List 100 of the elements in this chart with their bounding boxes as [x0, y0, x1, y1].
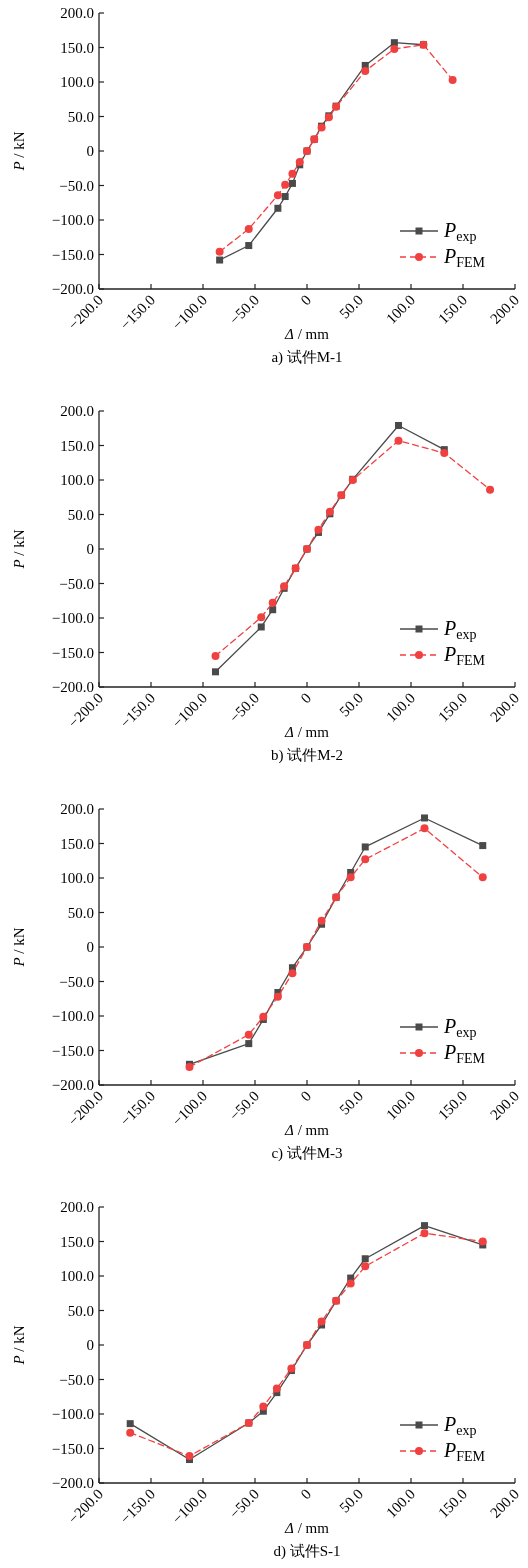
y-tick-label: −150.0: [51, 1440, 94, 1457]
point: [420, 824, 429, 833]
y-tick-label: 200.0: [60, 5, 94, 21]
x-axis-title: Δ / mm: [284, 326, 330, 342]
y-tick-label: 200.0: [60, 403, 94, 419]
point: [421, 814, 429, 822]
y-tick-label: 50.0: [67, 506, 94, 523]
point: [272, 1384, 281, 1393]
point: [245, 1040, 253, 1048]
y-axis-title: P / kN: [11, 1325, 27, 1366]
y-axis-title: P / kN: [11, 131, 27, 172]
point: [361, 66, 370, 75]
point: [361, 1255, 369, 1263]
y-tick-label: 0: [86, 939, 94, 955]
point: [126, 1428, 135, 1437]
y-axis-title: P / kN: [11, 927, 27, 968]
point: [259, 1402, 268, 1411]
y-tick-label: 50.0: [67, 1302, 94, 1319]
point: [216, 256, 224, 264]
y-tick-label: −50.0: [59, 177, 94, 194]
y-tick-label: 0: [86, 541, 94, 557]
y-tick-label: 50.0: [67, 904, 94, 921]
point: [361, 1262, 370, 1271]
y-tick-label: −150.0: [51, 644, 94, 661]
point: [395, 421, 403, 429]
y-tick-label: 100.0: [60, 74, 94, 90]
y-tick-label: −100.0: [51, 1406, 94, 1422]
y-tick-label: −200.0: [51, 1077, 94, 1093]
point: [273, 191, 282, 200]
y-tick-label: 100.0: [60, 870, 94, 886]
point: [478, 1237, 487, 1246]
point: [274, 204, 282, 212]
y-tick-label: −200.0: [51, 1475, 94, 1491]
y-axis-title: P / kN: [11, 529, 27, 570]
point: [185, 1452, 194, 1461]
point: [257, 623, 265, 631]
point: [361, 855, 370, 864]
y-tick-label: 200.0: [60, 801, 94, 817]
text: c) 试件M-3: [271, 1145, 343, 1162]
x-tick-label: 50.0: [336, 1087, 367, 1118]
x-tick-label: 0: [297, 1485, 315, 1503]
y-tick-label: −200.0: [51, 679, 94, 695]
y-tick-label: 150.0: [60, 39, 94, 56]
point: [185, 1063, 194, 1072]
x-tick-label: 50.0: [336, 689, 367, 720]
y-tick-label: 150.0: [60, 835, 94, 852]
point: [281, 193, 289, 201]
x-tick-label: 0: [297, 1087, 315, 1105]
y-tick-label: 150.0: [60, 1233, 94, 1250]
point: [394, 436, 403, 445]
point: [268, 598, 277, 607]
point: [288, 179, 296, 187]
x-axis-title: Δ / mm: [284, 1122, 330, 1138]
x-tick-label: 0: [297, 291, 315, 309]
y-tick-label: −50.0: [59, 973, 94, 990]
x-axis-title: Δ / mm: [284, 724, 330, 740]
point: [245, 242, 253, 250]
point: [440, 449, 449, 458]
y-tick-label: 150.0: [60, 437, 94, 454]
x-tick-label: 50.0: [336, 291, 367, 322]
point: [478, 873, 487, 882]
y-tick-label: −50.0: [59, 575, 94, 592]
point: [244, 1030, 253, 1039]
legend-label: P$_{FEM}$: [443, 1439, 486, 1464]
legend-label: P$_{FEM}$: [443, 643, 486, 668]
point: [244, 224, 253, 233]
x-axis-title: Δ / mm: [284, 1520, 330, 1536]
y-tick-label: −150.0: [51, 246, 94, 263]
point: [288, 169, 297, 178]
legend-label: P$_{FEM}$: [443, 245, 486, 270]
point: [421, 1222, 429, 1230]
point: [126, 1420, 134, 1428]
point: [215, 247, 224, 256]
y-tick-label: 0: [86, 143, 94, 159]
point: [486, 485, 495, 494]
y-tick-label: 0: [86, 1337, 94, 1353]
legend-label: P$_{FEM}$: [443, 1041, 486, 1066]
legend-label: P$_{exp}$: [443, 617, 477, 642]
y-tick-label: −100.0: [51, 610, 94, 626]
point: [211, 668, 219, 676]
point: [257, 613, 266, 622]
point: [390, 44, 399, 53]
y-tick-label: −100.0: [51, 212, 94, 228]
y-tick-label: −200.0: [51, 281, 94, 297]
text: b) 试件M-2: [270, 747, 344, 764]
point: [420, 1229, 429, 1238]
y-tick-label: −100.0: [51, 1008, 94, 1024]
y-tick-label: −150.0: [51, 1042, 94, 1059]
point: [448, 75, 457, 84]
point: [479, 842, 487, 850]
y-tick-label: −50.0: [59, 1371, 94, 1388]
x-tick-label: 0: [297, 689, 315, 707]
y-tick-label: 200.0: [60, 1199, 94, 1215]
y-tick-label: 100.0: [60, 472, 94, 488]
legend-label: P$_{exp}$: [443, 1413, 477, 1438]
point: [211, 651, 220, 660]
y-tick-label: 100.0: [60, 1268, 94, 1284]
point: [346, 873, 355, 882]
text: a) 试件M-1: [271, 349, 343, 366]
point: [281, 180, 290, 189]
